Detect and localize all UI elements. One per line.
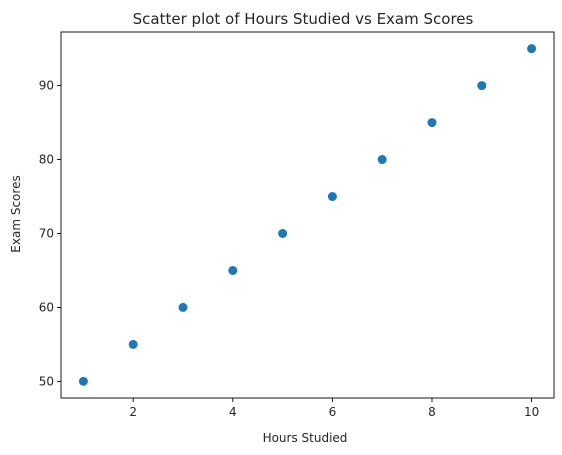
y-tick-label: 70 [39,226,54,240]
plot-area [78,44,537,386]
x-tick-label: 2 [129,405,137,419]
data-point [477,81,487,91]
data-point [228,265,238,275]
data-point [527,44,537,54]
data-point [377,155,387,165]
y-tick-label: 80 [39,153,54,167]
data-point [178,302,188,312]
x-tick-label: 8 [428,405,436,419]
data-point [327,192,337,202]
x-axis-ticks: 2 4 6 8 10 [129,398,539,419]
x-tick-label: 4 [229,405,237,419]
plot-frame [60,31,555,399]
x-axis-label: Hours Studied [263,431,348,445]
data-point [128,339,138,349]
y-axis-label: Exam Scores [9,175,23,252]
x-tick-label: 6 [329,405,337,419]
y-tick-label: 60 [39,300,54,314]
chart-title: Scatter plot of Hours Studied vs Exam Sc… [133,10,474,28]
data-point [278,228,288,238]
y-tick-label: 90 [39,79,54,93]
data-point [427,118,437,128]
y-tick-label: 50 [39,374,54,388]
data-point [78,376,88,386]
y-axis-ticks: 50 60 70 80 90 [39,79,61,388]
x-tick-label: 10 [524,405,539,419]
